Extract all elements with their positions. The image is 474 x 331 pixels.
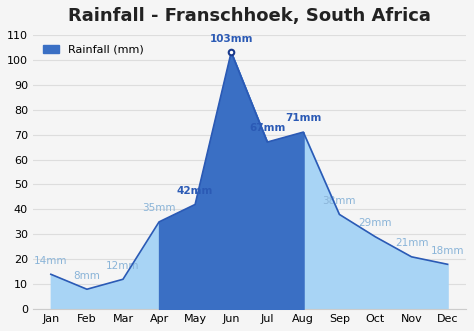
Title: Rainfall - Franschhoek, South Africa: Rainfall - Franschhoek, South Africa xyxy=(68,7,431,25)
Text: 103mm: 103mm xyxy=(210,33,253,44)
Legend: Rainfall (mm): Rainfall (mm) xyxy=(38,40,148,59)
Text: 71mm: 71mm xyxy=(285,114,321,123)
Text: 67mm: 67mm xyxy=(249,123,285,133)
Text: 35mm: 35mm xyxy=(142,203,176,213)
Text: 14mm: 14mm xyxy=(34,256,68,265)
Text: 8mm: 8mm xyxy=(73,270,100,280)
Text: 21mm: 21mm xyxy=(395,238,428,248)
Text: 38mm: 38mm xyxy=(323,196,356,206)
Text: 29mm: 29mm xyxy=(359,218,392,228)
Text: 18mm: 18mm xyxy=(431,246,465,256)
Text: 12mm: 12mm xyxy=(106,260,140,270)
Text: 42mm: 42mm xyxy=(177,186,213,196)
